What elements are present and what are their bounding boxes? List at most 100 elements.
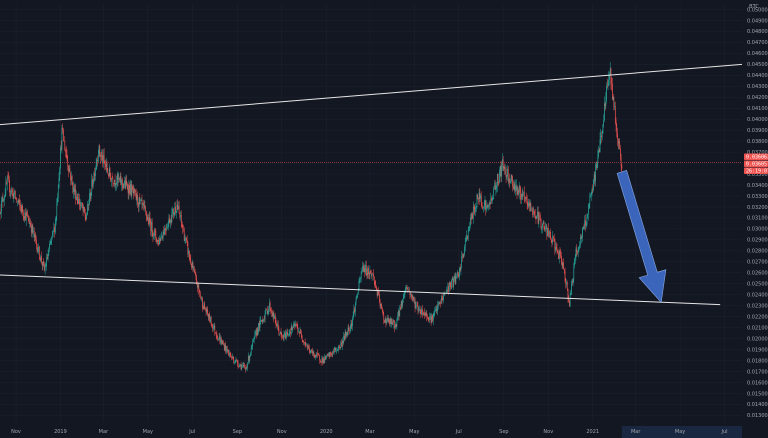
candle-body <box>108 173 109 177</box>
candle-body <box>471 213 473 220</box>
candle-body <box>27 215 29 217</box>
candle-body <box>162 236 163 239</box>
candle-body <box>218 336 220 339</box>
candle-body <box>596 164 597 168</box>
candle-body <box>63 141 65 142</box>
candle-body <box>202 298 203 308</box>
candle-body <box>318 355 320 356</box>
candle-body <box>163 231 165 235</box>
candle-body <box>90 192 92 199</box>
candle-body <box>48 249 50 255</box>
candle-body <box>384 318 386 323</box>
candle-body <box>432 316 434 321</box>
time-axis[interactable]: Nov 2019 Mar May Jul Sep Nov 2020 Mar May Jul Sep No… <box>11 429 727 435</box>
candle-body <box>119 176 121 180</box>
candle-body <box>397 316 398 320</box>
candle-body <box>140 199 142 201</box>
candle-body <box>456 275 457 277</box>
candle-body <box>158 241 160 245</box>
candle-body <box>130 184 132 196</box>
candle-body <box>368 274 370 275</box>
candle-body <box>1 197 3 201</box>
candle-body <box>346 332 348 336</box>
candle-body <box>246 367 248 368</box>
candle-body <box>389 319 390 324</box>
lower-trendline[interactable] <box>0 274 721 306</box>
candle-body <box>541 227 543 229</box>
candle-body <box>386 321 388 324</box>
candle-body <box>494 185 496 190</box>
candle-body <box>513 184 515 190</box>
candle-body <box>22 205 23 213</box>
candle-body <box>546 226 548 237</box>
candle-body <box>301 337 303 341</box>
candle-body <box>395 324 396 329</box>
candle-body <box>356 297 358 299</box>
candle-body <box>352 318 353 327</box>
candle-body <box>129 184 130 194</box>
candle-body <box>11 189 13 193</box>
candle-body <box>203 303 205 310</box>
candle-body <box>253 339 254 342</box>
candle-body <box>186 239 188 243</box>
candle-body <box>32 225 34 233</box>
upper-trendline[interactable] <box>0 63 743 126</box>
candle-body <box>466 235 468 238</box>
candle-body <box>515 186 516 192</box>
candle-body <box>565 280 567 285</box>
candle-body <box>257 328 259 333</box>
candle-body <box>381 303 382 309</box>
candle-body <box>120 176 122 185</box>
candles <box>0 61 623 373</box>
candle-body <box>199 289 200 293</box>
candle-body <box>34 234 36 237</box>
candle-body <box>194 272 196 274</box>
candle-body <box>529 202 530 207</box>
x-tick-label: Jul <box>188 429 195 435</box>
candle-body <box>493 187 495 199</box>
candle-body <box>439 302 441 304</box>
candle-body <box>124 180 126 188</box>
candle-body <box>349 327 351 331</box>
candle-body <box>190 259 192 264</box>
candle-body <box>258 323 260 328</box>
candle-body <box>478 192 480 200</box>
candle-body <box>375 284 377 287</box>
candle-body <box>392 320 394 325</box>
candle-body <box>372 273 374 275</box>
down-arrow-annotation[interactable] <box>616 170 667 304</box>
candle-body <box>184 239 186 241</box>
candle-body <box>553 236 554 237</box>
candle-body <box>499 170 500 183</box>
candle-body <box>138 203 139 207</box>
candle-body <box>485 200 487 210</box>
candle-body <box>191 263 192 268</box>
candle-body <box>200 297 202 299</box>
candle-body <box>281 335 283 338</box>
candle-body <box>363 266 364 272</box>
candle-body <box>488 205 489 208</box>
candle-body <box>1 200 2 213</box>
candle-body <box>153 235 154 237</box>
candle-body <box>343 335 345 344</box>
candle-body <box>601 135 602 138</box>
candle-body <box>275 319 277 325</box>
candle-body <box>43 261 45 265</box>
candle-body <box>164 228 166 230</box>
candle-body <box>545 228 546 231</box>
candle-body <box>543 221 545 228</box>
candle-body <box>609 68 611 75</box>
candle-body <box>496 174 498 186</box>
candle-body <box>365 265 366 273</box>
candle-body <box>16 198 18 202</box>
candle-body <box>173 212 175 215</box>
candle-body <box>530 203 532 211</box>
candle-body <box>617 133 618 139</box>
candle-body <box>531 210 532 211</box>
candle-body <box>270 310 272 311</box>
candle-body <box>204 303 205 309</box>
